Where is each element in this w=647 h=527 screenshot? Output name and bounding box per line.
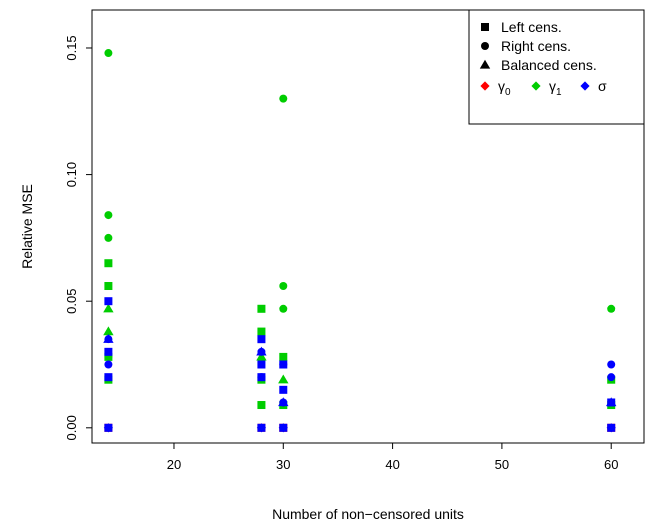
data-point	[607, 304, 616, 313]
data-point	[103, 326, 114, 336]
data-point	[103, 303, 114, 313]
data-point	[104, 373, 113, 382]
data-point	[607, 360, 616, 369]
legend-label: Right cens.	[501, 38, 571, 54]
legend-color-marker	[480, 81, 490, 91]
data-point	[257, 373, 266, 382]
data-point	[279, 385, 288, 394]
data-point	[104, 233, 113, 242]
data-point	[104, 360, 113, 369]
data-point	[104, 49, 113, 58]
legend-color-marker	[531, 81, 541, 91]
y-tick-label: 0.00	[64, 415, 79, 440]
y-tick-label: 0.05	[64, 289, 79, 314]
data-points	[103, 49, 617, 433]
legend-label: Left cens.	[501, 19, 562, 35]
legend-color-label: σ	[598, 78, 607, 94]
y-tick-label: 0.15	[64, 35, 79, 60]
x-tick-label: 40	[385, 457, 399, 472]
data-point	[279, 282, 288, 291]
data-point	[279, 94, 288, 103]
data-point	[104, 347, 113, 356]
data-point	[257, 401, 266, 410]
legend: Left cens.Right cens.Balanced cens.γ0 γ1 σ	[468, 9, 645, 125]
data-point	[279, 352, 288, 361]
data-point	[256, 423, 267, 433]
data-point	[279, 360, 288, 369]
x-tick-label: 30	[276, 457, 290, 472]
legend-color-marker	[580, 81, 590, 91]
data-point	[103, 333, 114, 343]
legend-marker	[481, 42, 489, 50]
data-point	[256, 346, 267, 356]
data-point	[104, 259, 113, 268]
data-point	[104, 211, 113, 220]
data-point	[104, 352, 113, 361]
legend-marker	[479, 59, 491, 69]
x-tick-label: 20	[167, 457, 181, 472]
x-tick-label: 50	[495, 457, 509, 472]
data-point	[607, 373, 616, 382]
data-point	[103, 423, 113, 433]
data-point	[257, 360, 266, 369]
data-point	[278, 423, 288, 433]
legend-marker	[481, 23, 489, 31]
legend-label: Balanced cens.	[501, 57, 597, 73]
data-point	[104, 282, 113, 291]
x-tick-label: 60	[604, 457, 618, 472]
data-point	[606, 423, 616, 433]
axes: 20 30 40 50 60 0.00 0.05 0.10 0.15	[64, 35, 618, 472]
data-point	[257, 335, 266, 344]
data-point	[278, 374, 289, 384]
data-point	[257, 304, 266, 313]
data-point	[104, 297, 113, 306]
legend-box	[468, 9, 645, 125]
x-axis-title: Number of non−censored units	[272, 506, 464, 522]
data-point	[257, 327, 266, 336]
data-point	[606, 397, 617, 407]
data-point	[256, 351, 267, 361]
y-tick-label: 0.10	[64, 162, 79, 187]
data-point	[279, 304, 288, 313]
y-axis-title: Relative MSE	[19, 184, 35, 269]
data-point	[278, 397, 289, 407]
